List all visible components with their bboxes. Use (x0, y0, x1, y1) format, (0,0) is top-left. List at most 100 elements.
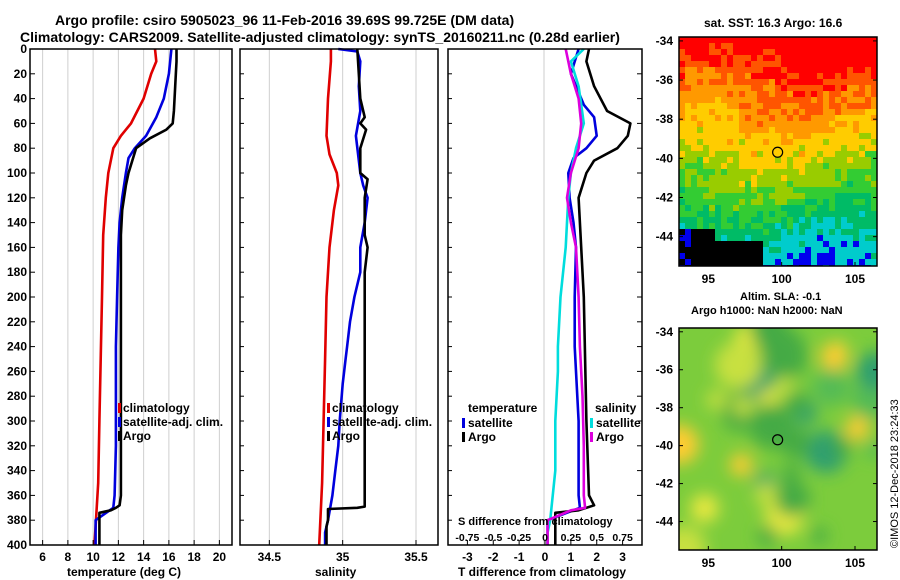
sst-cell (709, 187, 715, 193)
sst-cell (787, 229, 793, 235)
sst-cell (835, 157, 841, 163)
sst-cell (745, 193, 751, 199)
sst-cell (853, 55, 859, 61)
sst-cell (847, 241, 853, 247)
sst-cell (811, 97, 817, 103)
sst-cell (841, 199, 847, 205)
sst-cell (781, 163, 787, 169)
sst-cell (745, 175, 751, 181)
sst-cell (685, 247, 691, 253)
sst-cell (829, 229, 835, 235)
sst-cell (703, 55, 709, 61)
sst-cell (757, 259, 763, 265)
sst-cell (817, 61, 823, 67)
sst-cell (697, 79, 703, 85)
sst-cell (841, 241, 847, 247)
sst-cell (715, 67, 721, 73)
sst-cell (697, 145, 703, 151)
sst-cell (841, 157, 847, 163)
sst-cell (751, 151, 757, 157)
sst-cell (805, 145, 811, 151)
sst-cell (811, 163, 817, 169)
sst-cell (829, 97, 835, 103)
sst-cell (817, 259, 823, 265)
sst-cell (799, 145, 805, 151)
sst-cell (847, 187, 853, 193)
sst-cell (745, 157, 751, 163)
sst-cell (751, 193, 757, 199)
x-tick-label: -1 (514, 550, 525, 564)
sst-cell (823, 163, 829, 169)
sst-cell (811, 49, 817, 55)
sst-cell (811, 229, 817, 235)
sst-cell (841, 115, 847, 121)
sst-cell (805, 67, 811, 73)
sst-cell (799, 79, 805, 85)
sst-cell (769, 253, 775, 259)
sst-cell (721, 163, 727, 169)
sst-cell (697, 37, 703, 43)
sst-cell (835, 229, 841, 235)
sst-cell (763, 175, 769, 181)
sst-cell (757, 43, 763, 49)
sst-cell (787, 223, 793, 229)
sst-cell (679, 211, 685, 217)
sst-cell (829, 103, 835, 109)
sst-cell (793, 193, 799, 199)
sst-cell (757, 241, 763, 247)
sst-cell (733, 97, 739, 103)
sst-cell (859, 169, 865, 175)
sst-cell (745, 253, 751, 259)
sst-cell (853, 193, 859, 199)
sst-cell (775, 157, 781, 163)
sst-cell (697, 55, 703, 61)
sst-cell (847, 91, 853, 97)
legend-swatch (118, 431, 121, 441)
sst-cell (757, 175, 763, 181)
sst-cell (871, 241, 877, 247)
sla-blob (750, 328, 789, 350)
sst-cell (727, 235, 733, 241)
sst-cell (709, 91, 715, 97)
series-climatology (93, 48, 158, 546)
sst-cell (871, 235, 877, 241)
sst-cell (733, 91, 739, 97)
sst-cell (823, 37, 829, 43)
sst-cell (781, 223, 787, 229)
sst-cell (829, 253, 835, 259)
sst-cell (817, 211, 823, 217)
sst-cell (817, 67, 823, 73)
sst-cell (841, 133, 847, 139)
sst-cell (715, 109, 721, 115)
sst-cell (679, 73, 685, 79)
sst-cell (679, 253, 685, 259)
x-tick-label: 35 (336, 550, 350, 564)
sst-cell (757, 193, 763, 199)
sst-cell (847, 67, 853, 73)
sst-cell (853, 175, 859, 181)
sst-cell (727, 91, 733, 97)
sst-cell (841, 85, 847, 91)
sst-cell (697, 163, 703, 169)
sst-cell (709, 145, 715, 151)
sst-cell (751, 127, 757, 133)
sst-cell (751, 157, 757, 163)
legend-swatch (462, 432, 465, 442)
sst-cell (853, 163, 859, 169)
sst-cell (799, 109, 805, 115)
sst-cell (805, 37, 811, 43)
sst-cell (823, 223, 829, 229)
top-tick-label: -0.25 (507, 532, 531, 544)
sst-cell (703, 109, 709, 115)
sst-cell (751, 139, 757, 145)
sst-cell (709, 163, 715, 169)
sst-cell (799, 61, 805, 67)
sst-cell (685, 193, 691, 199)
sst-cell (679, 121, 685, 127)
sst-cell (763, 241, 769, 247)
sst-cell (715, 49, 721, 55)
sst-cell (799, 181, 805, 187)
sst-cell (847, 193, 853, 199)
sst-cell (775, 229, 781, 235)
sst-cell (865, 187, 871, 193)
